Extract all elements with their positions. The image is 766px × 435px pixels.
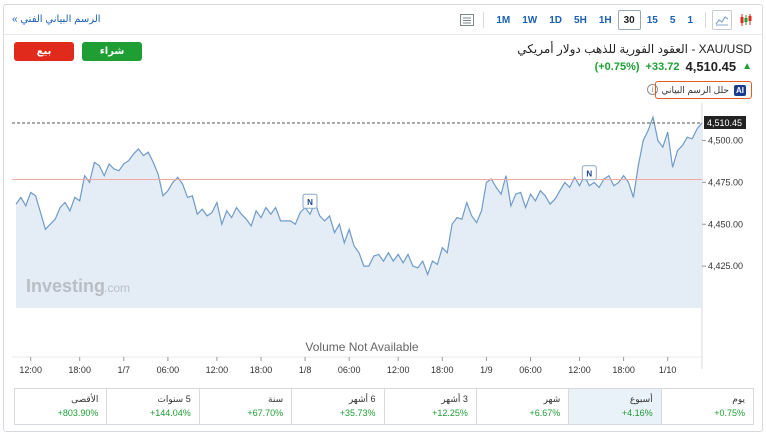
x-tick-label: 12:00: [206, 365, 229, 375]
x-tick-label: 06:00: [519, 365, 542, 375]
toolbar-divider: [705, 12, 706, 28]
performance-cell[interactable]: 3 أشهر +12.25%: [383, 389, 476, 424]
last-price-tag-label: 4,510.45: [707, 118, 742, 128]
x-tick-label: 12:00: [19, 365, 42, 375]
interval-1[interactable]: 1: [687, 15, 693, 26]
change-percent: (+0.75%): [594, 60, 640, 73]
watermark-suffix: .com: [104, 281, 130, 295]
performance-period: 5 سنوات: [157, 394, 191, 404]
y-tick-label: 4,475.00: [708, 177, 743, 187]
interval-5[interactable]: 5: [669, 15, 676, 26]
performance-cell[interactable]: 6 أشهر +35.73%: [291, 389, 383, 424]
news-marker-label: N: [586, 170, 592, 179]
price-area: [16, 117, 702, 308]
technical-chart-link-label: الرسم البياني الفني: [20, 14, 101, 25]
performance-change: +6.67%: [529, 408, 561, 418]
last-price-tag: [704, 115, 746, 129]
x-tick-label: 1/8: [299, 365, 312, 375]
analyze-chart-label: حلل الرسم البياني: [661, 84, 729, 95]
chart-toolbar: الرسم البياني الفني » 1M 1W 1D 5H 1H 30 …: [4, 5, 762, 35]
news-markers: NN: [302, 165, 597, 209]
performance-cell[interactable]: شهر +6.67%: [475, 389, 568, 424]
interval-selector: 1M 1W 1D 5H 1H 30 15 5 1: [457, 9, 756, 31]
news-marker[interactable]: N: [581, 165, 597, 181]
x-tick-label: 18:00: [612, 365, 635, 375]
x-tick-label: 1/9: [480, 365, 493, 375]
interval-5h[interactable]: 5H: [574, 15, 587, 26]
performance-cell[interactable]: يوم +0.75%: [660, 389, 753, 424]
x-tick-label: 18:00: [68, 365, 91, 375]
x-tick-label: 12:00: [387, 365, 410, 375]
price-row: (+0.75%) +33.72 4,510.45 ▲: [517, 59, 752, 74]
performance-change: +0.75%: [714, 408, 745, 418]
price-chart[interactable]: NN 4,425.004,450.004,475.004,500.004,510…: [12, 103, 757, 381]
performance-period: 6 أشهر: [348, 394, 376, 404]
candlestick-icon[interactable]: [736, 10, 756, 30]
x-tick-label: 18:00: [431, 365, 454, 375]
news-marker[interactable]: N: [302, 193, 318, 209]
performance-period: شهر: [543, 394, 561, 404]
performance-cell[interactable]: أسبوع +4.16%: [568, 389, 661, 424]
performance-change: +35.73%: [339, 408, 376, 418]
y-tick-label: 4,450.00: [708, 219, 743, 229]
performance-change: +12.25%: [432, 408, 468, 418]
y-axis: 4,425.00 4,450.00 4,475.00 4,500.00 4,510.45: [702, 115, 746, 271]
x-tick-label: 18:00: [250, 365, 273, 375]
performance-period: يوم: [732, 394, 745, 404]
performance-change: +4.16%: [621, 408, 653, 418]
performance-cell[interactable]: الأقصى +803.90%: [15, 389, 106, 424]
change-value: +33.72: [645, 60, 680, 73]
watermark-brand: Investing: [26, 276, 105, 296]
performance-period: الأقصى: [71, 394, 99, 404]
technical-chart-link[interactable]: الرسم البياني الفني »: [12, 14, 101, 25]
x-tick-label: 12:00: [568, 365, 591, 375]
double-chevron-icon: »: [12, 14, 18, 25]
news-marker-box: [581, 165, 597, 181]
performance-change: +144.04%: [149, 408, 191, 418]
layout-icon[interactable]: [457, 10, 477, 30]
volume-note: Volume Not Available: [305, 340, 419, 354]
x-tick-label: 1/7: [118, 365, 131, 375]
buy-button[interactable]: شراء: [82, 42, 142, 61]
instrument-title: XAU/USD - العقود الفورية للذهب دولار أمر…: [517, 42, 752, 56]
news-marker-box: [302, 193, 318, 209]
toolbar-divider: [483, 12, 485, 28]
interval-1h[interactable]: 1H: [598, 15, 612, 26]
x-tick-label: 06:00: [338, 365, 361, 375]
price-area-fill: [16, 117, 702, 308]
y-tick-label: 4,425.00: [708, 261, 743, 271]
price-line: [15, 114, 703, 277]
interval-1m[interactable]: 1M: [496, 15, 511, 26]
interval-15[interactable]: 15: [646, 15, 658, 26]
performance-cell[interactable]: سنة +67.70%: [198, 389, 291, 424]
info-icon[interactable]: i: [647, 84, 658, 95]
performance-cell[interactable]: 5 سنوات +144.04%: [106, 389, 198, 424]
x-tick-label: 06:00: [157, 365, 180, 375]
sell-button[interactable]: بيع: [14, 42, 74, 61]
performance-change: +67.70%: [247, 408, 284, 418]
instrument-header: XAU/USD - العقود الفورية للذهب دولار أمر…: [517, 42, 752, 74]
analyze-chart-button[interactable]: حلل الرسم البياني AI: [655, 81, 752, 99]
x-axis: 12:00 18:00 1/7 06:00 12:00 18:00 1/8 06:00 12:0…: [19, 357, 676, 375]
performance-change: +803.90%: [57, 408, 99, 418]
performance-bar: يوم +0.75% أسبوع +4.16% شهر +6.67% 3 أشهر +12.2…: [14, 388, 754, 425]
y-tick-label: 4,500.00: [708, 136, 743, 146]
interval-1w[interactable]: 1W: [522, 15, 538, 26]
price-series: [15, 114, 703, 277]
performance-period: أسبوع: [629, 394, 653, 404]
chart-widget: الرسم البياني الفني » 1M 1W 1D 5H 1H 30 …: [3, 4, 763, 432]
last-price: 4,510.45: [685, 59, 737, 74]
news-marker-label: N: [307, 198, 313, 207]
performance-period: 3 أشهر: [441, 394, 468, 404]
performance-period: سنة: [268, 394, 284, 404]
arrow-up-icon: ▲: [742, 61, 752, 72]
ai-badge: AI: [734, 84, 746, 96]
x-tick-label: 1/10: [659, 365, 677, 375]
area-chart-icon[interactable]: [712, 10, 732, 30]
interval-30[interactable]: 30: [617, 10, 641, 30]
interval-1d[interactable]: 1D: [549, 15, 563, 26]
